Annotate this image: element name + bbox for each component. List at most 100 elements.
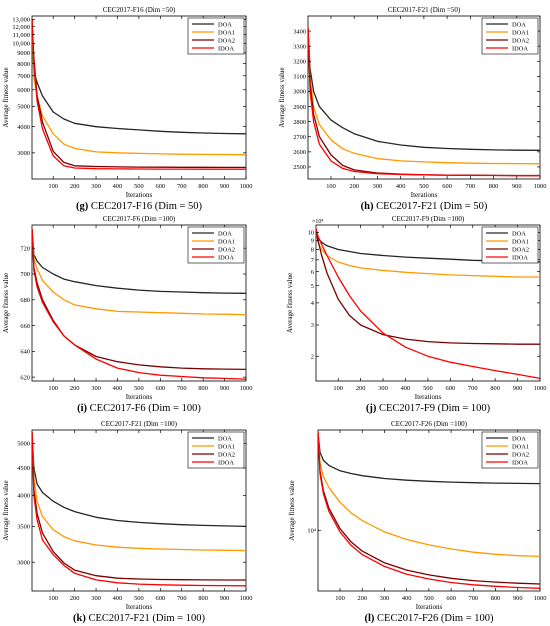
panel-title: CEC2017-F16 (Dim =50): [103, 6, 176, 14]
x-tick-label: 500: [423, 385, 433, 392]
y-tick-label: 660: [20, 323, 30, 330]
panel-caption: (g) CEC2017-F16 (Dim = 50): [76, 201, 203, 212]
y-tick-label: 4500: [17, 465, 30, 472]
y-tick-label: 680: [20, 297, 30, 304]
y-tick-label: 3000: [293, 89, 306, 96]
x-tick-label: 700: [469, 595, 479, 602]
x-tick-label: 300: [91, 385, 101, 392]
series-line-doa: [308, 28, 540, 151]
series-line-idoa: [32, 228, 246, 380]
panel-title: CEC2017-F26 (Dim =100): [391, 420, 468, 428]
legend-entry: DOA2: [218, 246, 235, 253]
x-tick-label: 1000: [534, 595, 547, 602]
x-tick-label: 800: [491, 595, 501, 602]
x-tick-label: 100: [335, 595, 345, 602]
series-group: [32, 19, 246, 170]
x-tick-label: 600: [442, 183, 452, 190]
x-tick-label: 300: [373, 183, 383, 190]
x-tick-label: 200: [356, 385, 366, 392]
y-tick-label: 10,000: [12, 41, 30, 48]
series-line-doa2: [32, 432, 246, 581]
legend-entry: DOA2: [512, 246, 529, 253]
x-axis-label: Iterations: [126, 191, 153, 199]
panel-title: CEC2017-F21 (Dim =100): [101, 420, 178, 428]
legend-entry: DOA1: [512, 29, 529, 36]
series-line-idoa: [308, 28, 540, 177]
x-tick-label: 700: [177, 385, 187, 392]
x-tick-label: 900: [512, 183, 522, 190]
panel-caption: (j) CEC2017-F9 (Dim = 100): [366, 403, 491, 414]
x-tick-label: 1000: [534, 183, 547, 190]
panel-caption: (i) CEC2017-F6 (Dim = 100): [77, 403, 201, 414]
x-tick-label: 300: [380, 595, 390, 602]
x-tick-label: 800: [490, 385, 500, 392]
y-tick-label: 3000: [17, 150, 30, 157]
panel-caption: (l) CEC2017-F26 (Dim = 100): [364, 613, 494, 624]
series-group: [308, 28, 540, 177]
x-tick-label: 1000: [534, 385, 547, 392]
x-tick-label: 100: [48, 385, 58, 392]
x-tick-label: 700: [468, 385, 478, 392]
series-line-idoa: [318, 432, 540, 589]
x-tick-label: 600: [156, 385, 166, 392]
x-tick-label: 100: [326, 183, 336, 190]
x-tick-label: 900: [513, 385, 523, 392]
y-tick-label: 5000: [17, 104, 30, 111]
x-tick-label: 500: [419, 183, 429, 190]
x-axis-label: Iterations: [126, 393, 153, 401]
legend-entry: DOA2: [512, 451, 529, 458]
panel-title: CEC2017-F9 (Dim =100): [392, 215, 465, 223]
x-tick-label: 400: [402, 595, 412, 602]
series-group: [318, 432, 540, 589]
x-tick-label: 700: [177, 595, 187, 602]
panel-title: CEC2017-F21 (Dim =50): [388, 6, 461, 14]
series-line-doa1: [316, 228, 540, 278]
series-line-idoa: [32, 432, 246, 587]
x-tick-label: 400: [113, 183, 123, 190]
legend-entry: DOA: [218, 435, 232, 442]
chart-panel: 100 200 300 400 500 600 700 800 900 1000 2500 2600 2…: [278, 6, 546, 212]
y-tick-label: 3400: [293, 28, 306, 35]
legend-entry: IDOA: [512, 45, 528, 52]
x-tick-label: 1000: [240, 595, 253, 602]
legend-entry: DOA1: [512, 443, 529, 450]
legend-entry: DOA1: [218, 29, 235, 36]
x-axis-label: Iterations: [411, 191, 438, 199]
x-tick-label: 300: [91, 595, 101, 602]
x-tick-label: 500: [134, 183, 144, 190]
y-tick-label: 720: [20, 245, 30, 252]
series-line-doa2: [316, 228, 540, 345]
y-tick-label: 9000: [17, 50, 30, 57]
legend-entry: DOA: [512, 435, 526, 442]
x-tick-label: 300: [378, 385, 388, 392]
x-axis-label: Iterations: [416, 603, 443, 611]
series-line-doa: [32, 19, 246, 135]
series-line-doa1: [32, 432, 246, 552]
y-tick-label: 6: [311, 269, 314, 276]
chart-panel: 100 200 300 400 500 600 700 800 900 1000 10⁴ CEC201…: [288, 420, 546, 624]
y-exponent-label: ×10⁴: [312, 219, 323, 225]
y-tick-label: 2800: [293, 119, 306, 126]
x-tick-label: 300: [91, 183, 101, 190]
legend-entry: DOA: [218, 230, 232, 237]
x-tick-label: 1000: [240, 183, 253, 190]
x-tick-label: 900: [513, 595, 523, 602]
y-tick-label: 3300: [293, 43, 306, 50]
x-tick-label: 600: [446, 595, 456, 602]
legend-entry: DOA1: [512, 238, 529, 245]
y-tick-label: 8000: [17, 61, 30, 68]
x-tick-label: 500: [134, 385, 144, 392]
legend-entry: IDOA: [218, 254, 234, 261]
legend-entry: DOA2: [512, 37, 529, 44]
legend-entry: DOA2: [218, 451, 235, 458]
x-tick-label: 600: [156, 595, 166, 602]
x-tick-label: 900: [220, 183, 230, 190]
x-tick-label: 500: [134, 595, 144, 602]
legend-entry: IDOA: [512, 459, 528, 466]
x-tick-label: 400: [113, 595, 123, 602]
